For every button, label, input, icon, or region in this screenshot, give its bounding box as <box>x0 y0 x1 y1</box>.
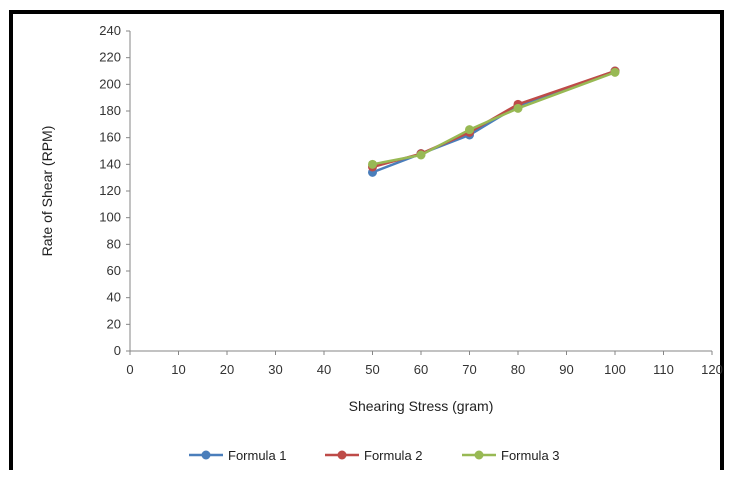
legend-marker <box>201 450 211 460</box>
x-tick-label: 70 <box>462 362 476 377</box>
y-tick-label: 240 <box>99 23 121 38</box>
y-tick-label: 140 <box>99 156 121 171</box>
x-axis-title: Shearing Stress (gram) <box>349 398 494 414</box>
y-tick-label: 160 <box>99 130 121 145</box>
series-line-3 <box>372 71 616 166</box>
y-tick-label: 20 <box>107 316 121 331</box>
x-tick-labels: 0 10 20 30 40 50 60 70 80 90 100 110 120 <box>126 362 722 377</box>
y-tick-labels: 0 20 40 60 80 100 120 140 160 180 200 220 240 <box>99 23 121 358</box>
y-tick-label: 120 <box>99 183 121 198</box>
x-tick-label: 100 <box>604 362 626 377</box>
x-tick-label: 40 <box>317 362 331 377</box>
data-point <box>465 125 474 135</box>
y-axis-title: Rate of Shear (RPM) <box>39 126 55 257</box>
x-tick-label: 0 <box>126 362 133 377</box>
x-tick-label: 110 <box>653 362 674 377</box>
legend: Formula 1 Formula 2 Formula 3 <box>189 448 560 463</box>
x-tick-label: 20 <box>220 362 234 377</box>
y-tick-label: 60 <box>107 263 121 278</box>
axes <box>126 30 713 355</box>
y-tick-label: 200 <box>99 76 121 91</box>
x-tick-label: 10 <box>171 362 185 377</box>
legend-label: Formula 2 <box>364 448 423 463</box>
series-group <box>368 66 620 177</box>
x-tick-label: 90 <box>559 362 573 377</box>
y-tick-label: 220 <box>99 50 121 65</box>
chart-frame <box>9 10 724 470</box>
y-tick-label: 180 <box>99 103 121 118</box>
y-tick-label: 80 <box>107 236 121 251</box>
data-point <box>513 103 523 113</box>
x-tick-label: 30 <box>268 362 282 377</box>
x-tick-label: 120 <box>701 362 723 377</box>
x-tick-label: 50 <box>365 362 379 377</box>
y-tick-label: 40 <box>107 290 121 305</box>
y-tick-label: 100 <box>99 210 121 225</box>
x-tick-label: 60 <box>414 362 428 377</box>
data-point <box>416 150 426 160</box>
legend-label: Formula 3 <box>501 448 560 463</box>
legend-label: Formula 1 <box>228 448 287 463</box>
x-tick-label: 80 <box>511 362 525 377</box>
data-point <box>610 67 620 77</box>
legend-marker <box>474 450 484 460</box>
legend-marker <box>337 450 347 460</box>
data-point <box>368 159 377 169</box>
y-tick-label: 0 <box>114 343 121 358</box>
